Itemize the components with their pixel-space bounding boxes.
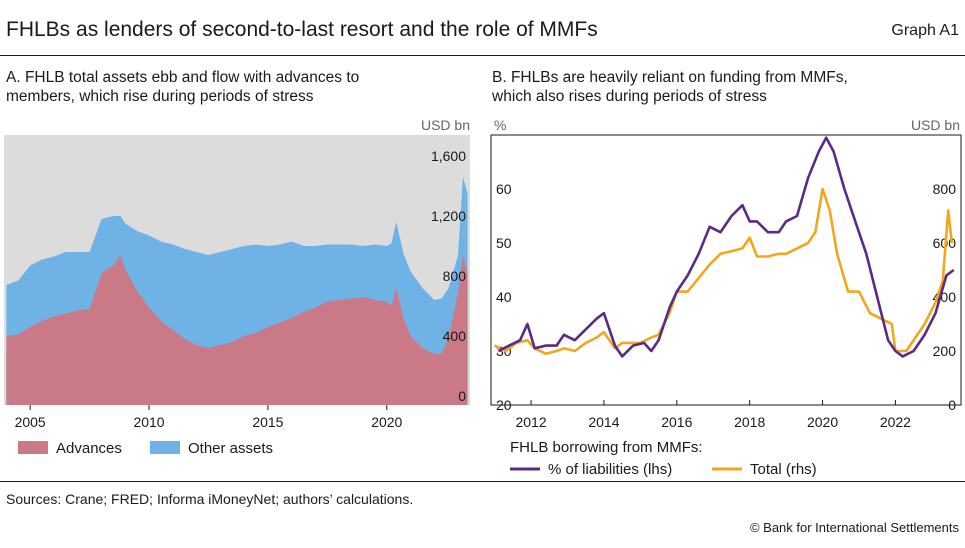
panel-a-unit-label: USD bn [421, 117, 470, 133]
panel-b-ytick-right-label: 0 [948, 397, 956, 413]
panel-b-xtick-label: 2016 [661, 414, 692, 430]
panel-a-xtick-label: 2015 [252, 414, 283, 430]
panel-b-title-line1: B. FHLBs are heavily reliant on funding … [492, 69, 848, 86]
panel-b-frame [490, 134, 962, 406]
panel-b-ytick-left-label: 60 [496, 181, 512, 197]
panel-a-xtick-label: 2005 [15, 414, 46, 430]
panel-b-unit-left: % [494, 117, 506, 133]
panel-a-title-line2: members, which rise during periods of st… [6, 88, 314, 105]
graph-title: FHLBs as lenders of second-to-last resor… [6, 18, 598, 41]
panel-a-ytick-label: 1,200 [431, 208, 466, 224]
legend-swatch-other-assets [150, 441, 180, 454]
panel-a-ytick-label: 800 [443, 268, 467, 284]
graph-number: Graph A1 [891, 22, 959, 39]
panel-b-xtick-label: 2014 [588, 414, 619, 430]
footer-divider [0, 481, 965, 482]
panel-a-ytick-label: 0 [458, 388, 466, 404]
panel-a-chart: USD bn 0 400 800 1,200 1,600 2005 2010 2015 202… [4, 117, 470, 457]
panel-b-xtick-label: 2022 [880, 414, 911, 430]
legend-label-total: Total (rhs) [750, 461, 817, 478]
copyright: © Bank for International Settlements [749, 520, 959, 535]
total-rhs-line [494, 187, 954, 355]
panel-b-title: B. FHLBs are heavily reliant on funding … [492, 68, 848, 106]
pct-liabilities-lhs-line [497, 136, 955, 358]
advances-area [6, 255, 468, 405]
legend-swatch-advances [18, 441, 48, 454]
sources-note: Sources: Crane; FRED; Informa iMoneyNet;… [6, 491, 414, 507]
panel-a-xtick-label: 2020 [371, 414, 402, 430]
panel-b-unit-right: USD bn [911, 117, 960, 133]
panel-a-title: A. FHLB total assets ebb and flow with a… [6, 68, 359, 106]
panel-b-ytick-left-label: 40 [496, 289, 512, 305]
panel-a-ytick-label: 400 [443, 328, 467, 344]
panel-b-xtick-label: 2018 [734, 414, 765, 430]
legend-label-advances: Advances [56, 440, 122, 457]
panel-b-title-line2: which also rises during periods of stres… [492, 88, 767, 105]
panel-b-xtick-label: 2012 [515, 414, 546, 430]
title-divider [0, 55, 965, 56]
panel-a-title-line1: A. FHLB total assets ebb and flow with a… [6, 69, 360, 86]
panel-a-xtick-label: 2010 [133, 414, 164, 430]
panel-b-ytick-right-label: 800 [933, 181, 957, 197]
panel-b-ytick-left-label: 20 [496, 397, 512, 413]
legend-label-other-assets: Other assets [188, 440, 273, 457]
panel-b-legend-title: FHLB borrowing from MMFs: [510, 439, 703, 456]
panel-b-ytick-left-label: 50 [496, 235, 512, 251]
panel-b-xtick-label: 2020 [807, 414, 838, 430]
legend-label-pct-liabilities: % of liabilities (lhs) [548, 461, 672, 478]
panel-a-ytick-label: 1,600 [431, 148, 466, 164]
panel-b-ytick-right-label: 200 [933, 343, 957, 359]
